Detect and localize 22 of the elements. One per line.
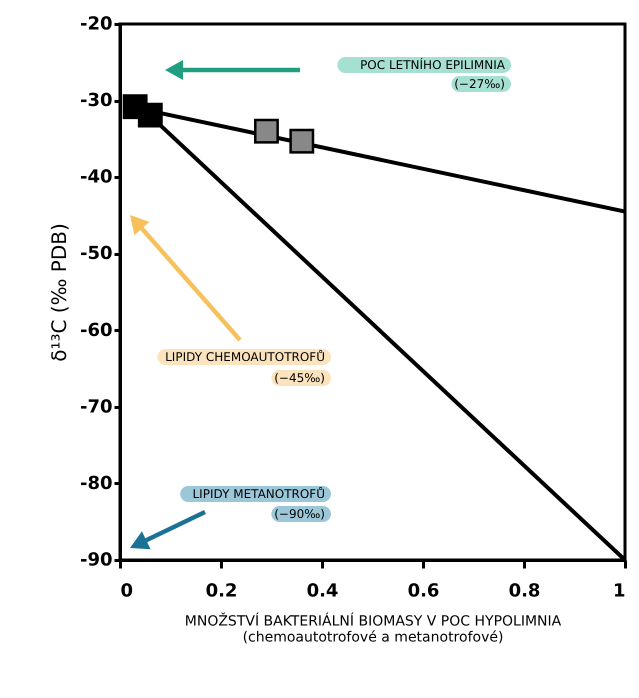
y-tick-label: -60 — [80, 320, 112, 341]
x-tick-label: 0.6 — [408, 580, 440, 602]
point — [289, 128, 314, 154]
y-tick-label: -90 — [80, 550, 112, 570]
x-tick-label: 0 — [120, 580, 134, 602]
x-tick-label: 0.8 — [508, 580, 540, 602]
y-tick-label: -30 — [80, 90, 112, 112]
point — [138, 102, 163, 128]
x-tick-label: 0.4 — [306, 580, 338, 602]
y-tick-label: -20 — [80, 14, 112, 34]
y-tick-label: -80 — [80, 472, 112, 494]
y-tick-label: -40 — [80, 166, 112, 188]
point — [254, 118, 279, 144]
y-tick-label: -70 — [80, 396, 112, 418]
x-tick-label: 0.2 — [206, 580, 238, 602]
annotation: POC LETNÍHO EPILIMNIA (−27‰) — [360, 57, 506, 91]
x-tick-label: 1 — [612, 580, 626, 602]
y-axis-title: δ¹³C (‰ PDB) — [46, 223, 71, 362]
y-tick-label: -50 — [80, 243, 112, 264]
annotation: LIPIDY METANOTROFŮ (−90‰) — [192, 486, 325, 521]
x-axis-title: MNOŽSTVÍ BAKTERIÁLNÍ BIOMASY V POC HYPOLIMNIA (chemoautotrofové a metanotrofové) — [184, 612, 562, 646]
annotation: LIPIDY CHEMOAUTOTROFŮ (−45‰) — [165, 349, 325, 385]
